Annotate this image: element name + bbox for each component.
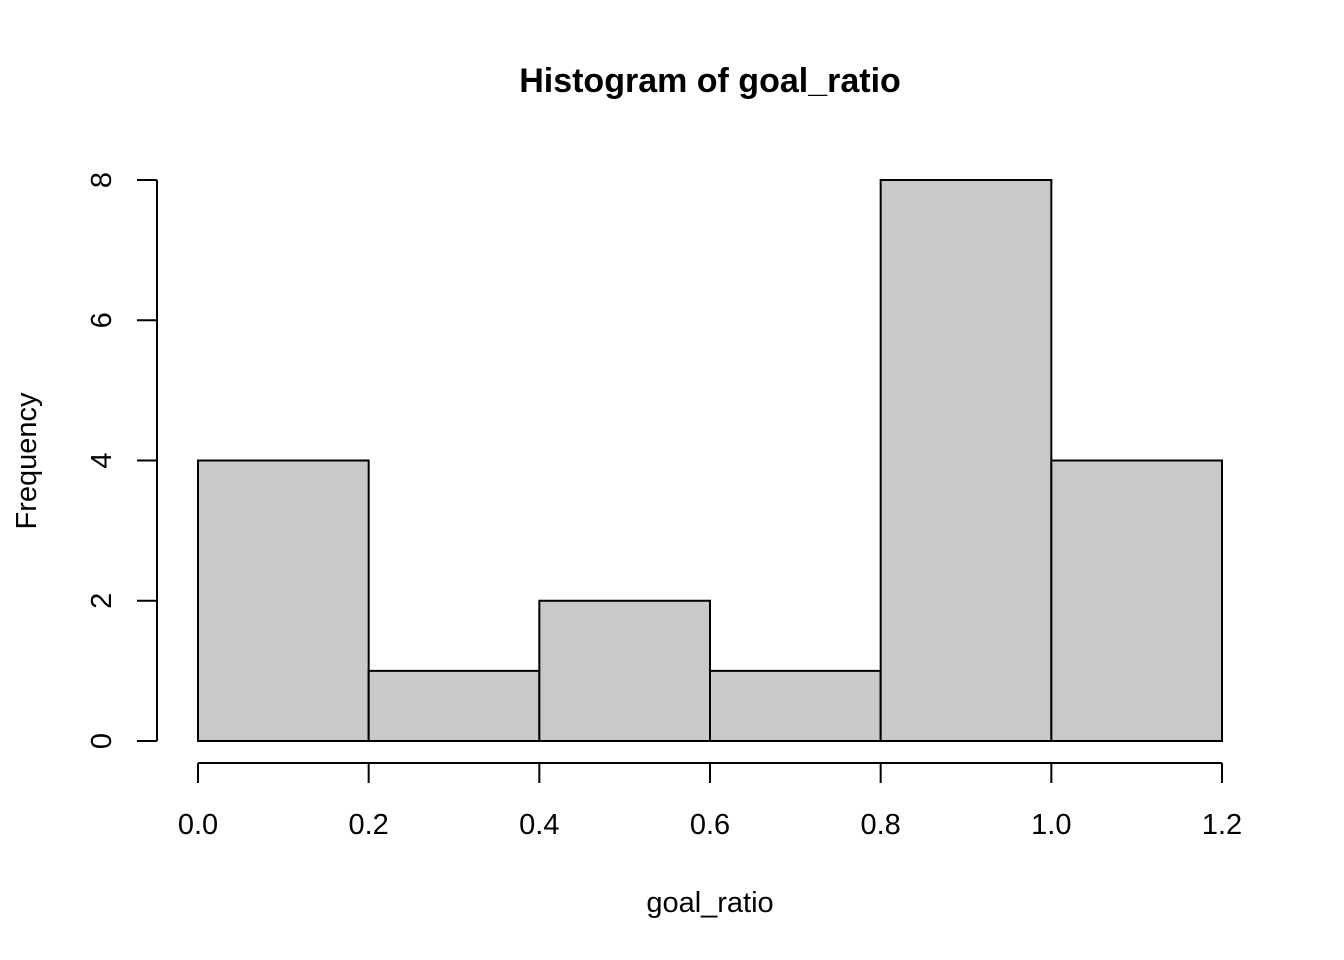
histogram-bar-4 xyxy=(879,179,1053,742)
y-tick-label-4: 8 xyxy=(86,172,118,188)
x-tick-label-1: 0.2 xyxy=(349,809,389,841)
y-tick-label-2: 4 xyxy=(86,452,118,468)
y-tick-label-3: 6 xyxy=(86,312,118,328)
x-tick-label-3: 0.6 xyxy=(690,809,730,841)
histogram-bar-0 xyxy=(197,459,370,742)
x-axis: 0.0 0.2 0.4 0.6 0.8 1.0 1.2 xyxy=(178,762,1242,841)
histogram-bar-2 xyxy=(538,599,711,742)
x-tick-label-5: 1.0 xyxy=(1031,809,1071,841)
y-axis-label: Frequency xyxy=(11,392,43,530)
x-tick-label-2: 0.4 xyxy=(519,809,559,841)
x-axis-label: goal_ratio xyxy=(646,887,773,919)
x-tick-label-0: 0.0 xyxy=(178,809,218,841)
y-tick-label-1: 2 xyxy=(86,593,118,609)
bars-group xyxy=(197,179,1224,742)
y-tick-label-0: 0 xyxy=(86,733,118,749)
histogram-bar-1 xyxy=(367,669,541,742)
histogram-bar-5 xyxy=(1050,459,1224,742)
histogram-bar-3 xyxy=(709,669,882,742)
chart-title: Histogram of goal_ratio xyxy=(519,62,901,100)
x-tick-label-6: 1.2 xyxy=(1202,809,1242,841)
y-axis: 0 2 4 6 8 xyxy=(86,172,158,749)
x-tick-label-4: 0.8 xyxy=(861,809,901,841)
